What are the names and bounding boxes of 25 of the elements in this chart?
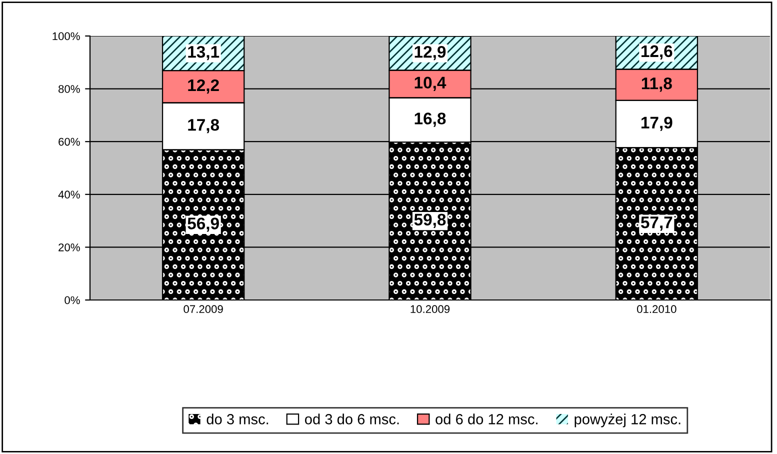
data-label: 11,8 [642,78,672,92]
legend-label: od 6 do 12 msc. [436,414,538,424]
y-tick-label: 40% [58,190,80,199]
legend-label: powyżej 12 msc. [574,414,680,428]
y-tick-label: 20% [58,243,80,252]
data-label: 59,8 [414,214,446,228]
data-label: 12,6 [642,45,672,60]
data-label: 17,8 [188,118,220,134]
data-label: 56,9 [188,218,219,232]
y-tick-label: 0% [64,296,80,304]
x-tick-label: 01.2010 [637,305,676,314]
x-tick-label: 10.2009 [410,305,450,314]
y-tick-label: 60% [58,138,80,146]
x-tick-label: 07.2009 [184,305,223,314]
data-label: 17,9 [642,116,672,131]
data-label: 10,4 [414,76,446,91]
legend-label: do 3 msc. [206,414,268,424]
data-label: 16,8 [414,112,446,127]
y-tick-label: 100% [52,32,80,40]
data-label: 12,2 [188,79,219,94]
legend-label: od 3 do 6 msc. [304,414,399,424]
y-tick-label: 80% [58,85,80,93]
data-label: 12,9 [414,46,446,60]
data-label: 13,1 [188,46,220,60]
data-label: 57,7 [640,216,672,231]
